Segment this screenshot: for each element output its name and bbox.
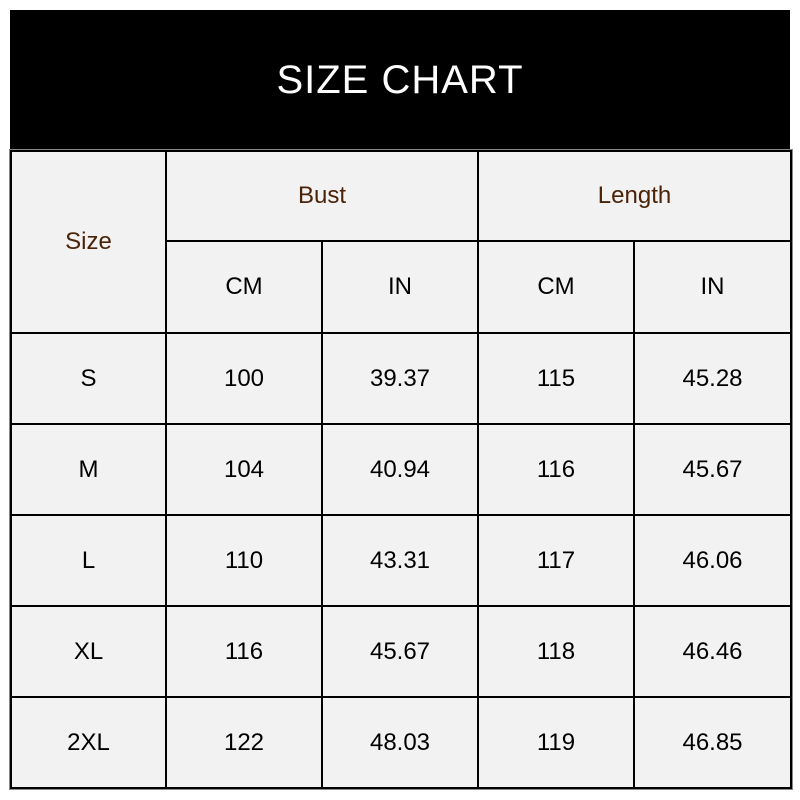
length-in-cell: 45.67 xyxy=(633,423,792,516)
length-cm-cell: 116 xyxy=(477,423,635,516)
bust-header: Bust xyxy=(165,150,479,242)
bust-in-cell: 45.67 xyxy=(321,605,479,698)
size-chart-title: SIZE CHART xyxy=(10,10,790,150)
bust-in-cell: 40.94 xyxy=(321,423,479,516)
length-cm-cell: 119 xyxy=(477,696,635,789)
length-in-cell: 46.85 xyxy=(633,696,792,789)
length-in-cell: 46.06 xyxy=(633,514,792,607)
table-row: L 110 43.31 117 46.06 xyxy=(10,514,792,607)
bust-cm-cell: 110 xyxy=(165,514,323,607)
table-row: S 100 39.37 115 45.28 xyxy=(10,332,792,425)
bust-in-cell: 39.37 xyxy=(321,332,479,425)
bust-cm-cell: 122 xyxy=(165,696,323,789)
unit-header-row: CM IN CM IN xyxy=(11,240,792,334)
table-row: M 104 40.94 116 45.67 xyxy=(10,423,792,516)
length-cm-cell: 118 xyxy=(477,605,635,698)
length-in-header: IN xyxy=(633,240,792,334)
table-row: 2XL 122 48.03 119 46.85 xyxy=(10,696,792,789)
bust-in-cell: 48.03 xyxy=(321,696,479,789)
length-cm-cell: 115 xyxy=(477,332,635,425)
size-cell: M xyxy=(10,423,167,516)
header-row: Size Bust Length xyxy=(10,150,792,334)
bust-cm-cell: 100 xyxy=(165,332,323,425)
length-cm-header: CM xyxy=(477,240,635,334)
length-in-cell: 45.28 xyxy=(633,332,792,425)
bust-in-header: IN xyxy=(321,240,479,334)
size-cell: 2XL xyxy=(10,696,167,789)
length-cm-cell: 117 xyxy=(477,514,635,607)
bust-cm-header: CM xyxy=(165,240,323,334)
bust-cm-cell: 104 xyxy=(165,423,323,516)
table-row: XL 116 45.67 118 46.46 xyxy=(10,605,792,698)
bust-cm-cell: 116 xyxy=(165,605,323,698)
bust-in-cell: 43.31 xyxy=(321,514,479,607)
size-cell: XL xyxy=(10,605,167,698)
length-in-cell: 46.46 xyxy=(633,605,792,698)
size-header: Size xyxy=(10,150,167,334)
size-cell: L xyxy=(10,514,167,607)
length-header: Length xyxy=(477,150,792,242)
size-cell: S xyxy=(10,332,167,425)
size-chart-table: Size Bust Length CM IN CM IN S 100 39.37 11… xyxy=(9,149,793,790)
